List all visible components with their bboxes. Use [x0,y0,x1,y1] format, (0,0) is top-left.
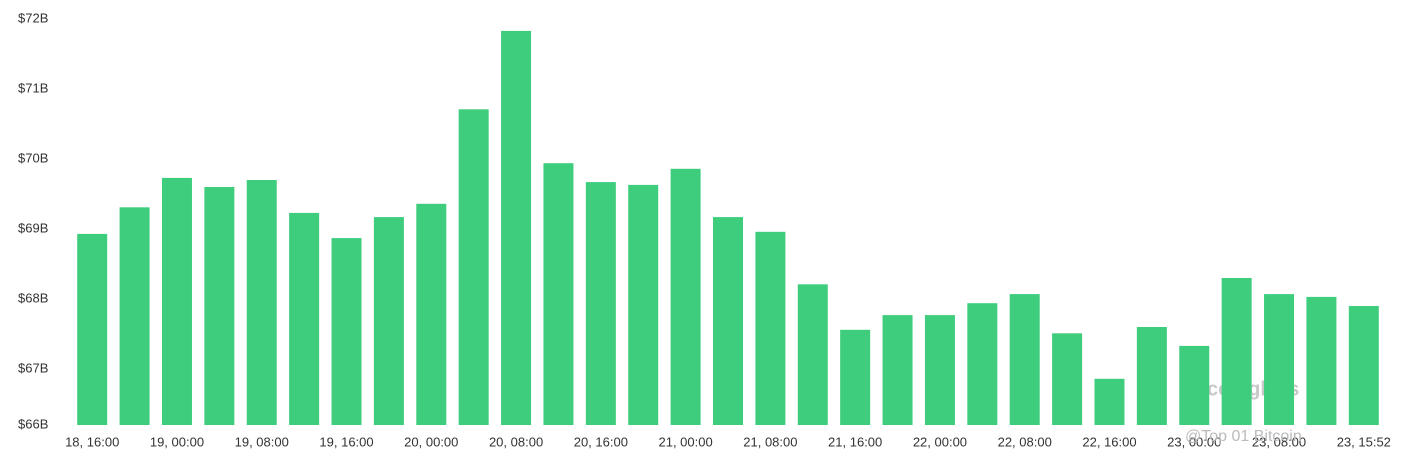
bar [1136,327,1167,425]
bar [670,168,701,426]
y-tick-label: $69B [18,220,48,235]
bar [585,182,616,425]
bar [1264,294,1295,425]
x-tick-label: 19, 16:00 [319,434,373,449]
y-tick-label: $72B [18,10,48,25]
x-tick-label: 23, 15:52 [1337,434,1391,449]
bar [119,207,150,425]
bar [1052,333,1083,425]
bar [77,233,108,425]
x-tick-label: 20, 16:00 [574,434,628,449]
x-tick-label: 20, 08:00 [489,434,543,449]
x-tick-label: 19, 08:00 [235,434,289,449]
x-tick-label: 18, 16:00 [65,434,119,449]
bar [1009,294,1040,425]
bar [1221,278,1252,425]
x-tick-label: 22, 16:00 [1082,434,1136,449]
y-tick-label: $71B [18,80,48,95]
bar [797,284,828,425]
y-tick-label: $66B [18,416,48,431]
bar [543,163,574,425]
watermark: @Top 01 Bitcoin [1185,428,1302,445]
bar [501,30,532,426]
x-tick-label: 21, 16:00 [828,434,882,449]
bar [713,217,743,425]
y-tick-label: $70B [18,150,48,165]
x-tick-label: 23, 00:00 [1167,434,1221,449]
bar [204,187,235,425]
x-tick-label: 19, 00:00 [150,434,204,449]
x-tick-label: 22, 08:00 [998,434,1052,449]
bar [331,238,362,425]
bar [1306,296,1337,425]
bar [161,177,192,425]
bar [373,217,404,425]
bar [458,109,489,426]
bar [967,303,998,425]
bar [924,315,955,425]
bar [1179,345,1210,425]
x-tick-label: 22, 00:00 [913,434,967,449]
bar [882,315,913,425]
bar [1348,306,1379,425]
bar [416,203,447,425]
x-tick-label: 23, 08:00 [1252,434,1306,449]
bar [246,180,277,425]
x-tick-label: 21, 08:00 [743,434,797,449]
x-tick-label: 21, 00:00 [659,434,713,449]
bar [289,212,320,425]
x-tick-label: 20, 00:00 [404,434,458,449]
y-tick-label: $68B [18,290,48,305]
bar [1094,378,1125,425]
bar [840,329,871,425]
y-tick-label: $67B [18,360,48,375]
bar [628,184,659,425]
bar [755,231,786,425]
